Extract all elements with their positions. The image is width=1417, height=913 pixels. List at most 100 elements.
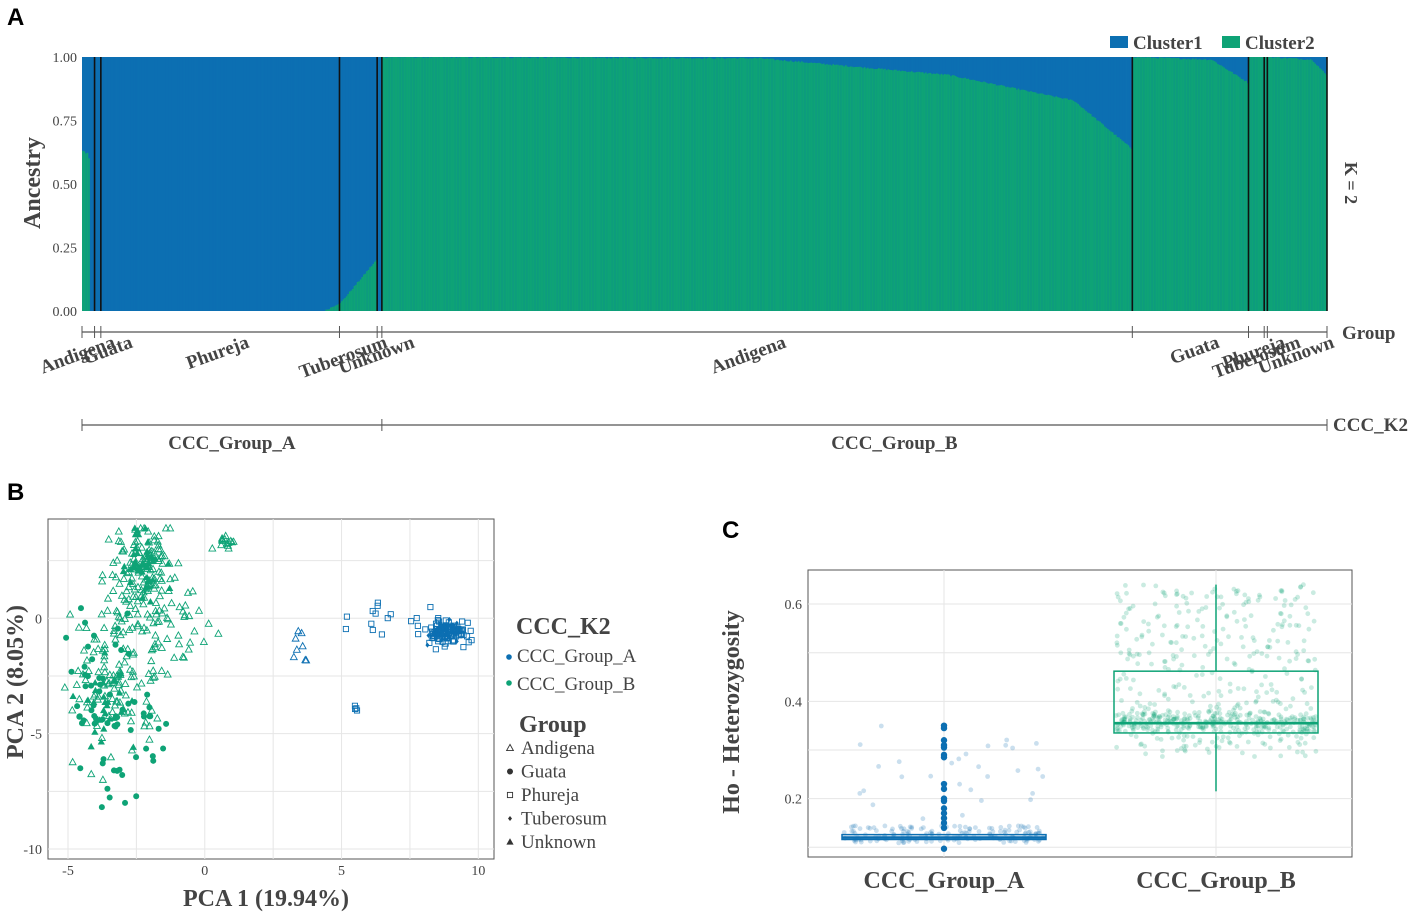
ancestry-bar-cluster2 xyxy=(857,66,860,312)
ho-point xyxy=(1304,701,1310,707)
ho-point xyxy=(1273,596,1278,601)
ancestry-bar-cluster2 xyxy=(568,58,571,311)
ancestry-bar-cluster2 xyxy=(523,57,526,311)
ho-point xyxy=(1228,714,1234,719)
ancestry-bar-cluster2 xyxy=(584,57,587,311)
ancestry-bar-cluster2 xyxy=(1160,57,1163,311)
ancestry-bar-cluster2 xyxy=(582,57,585,311)
pca-point xyxy=(459,626,466,633)
ancestry-bar-cluster2 xyxy=(364,273,367,311)
ho-point xyxy=(998,829,1003,834)
ho-point xyxy=(841,830,847,835)
pca-point xyxy=(132,560,140,567)
ancestry-bar-cluster2 xyxy=(802,62,805,312)
ancestry-bar-cluster2 xyxy=(469,57,472,312)
ho-point xyxy=(1155,724,1161,729)
ho-point xyxy=(874,828,879,834)
pca-point xyxy=(137,543,146,551)
ho-point xyxy=(1275,621,1281,627)
ancestry-bar-cluster2 xyxy=(1235,74,1238,311)
ancestry-bar-cluster2 xyxy=(1290,58,1293,312)
ancestry-bar-cluster1 xyxy=(102,57,105,311)
ancestry-bar-cluster2 xyxy=(989,83,992,311)
ancestry-bar-cluster2 xyxy=(1308,59,1311,311)
ancestry-bar-cluster1 xyxy=(217,57,219,311)
ancestry-bar-cluster2 xyxy=(491,57,494,311)
ho-point xyxy=(1176,734,1181,740)
ancestry-bar-cluster2 xyxy=(1268,57,1271,311)
ho-point xyxy=(1277,738,1283,743)
ho-point xyxy=(1162,659,1167,664)
ho-point xyxy=(1246,712,1252,717)
ho-point xyxy=(1263,724,1268,730)
ho-point xyxy=(1015,768,1021,773)
pca-point xyxy=(387,611,394,618)
pca-point xyxy=(149,547,159,556)
ancestry-bar-cluster2 xyxy=(1257,57,1260,311)
ho-point xyxy=(1261,709,1267,715)
ancestry-bar-cluster2 xyxy=(535,57,538,311)
ho-point xyxy=(1227,681,1233,687)
pca-point xyxy=(146,704,153,711)
ancestry-bar-cluster1 xyxy=(213,57,216,311)
pca-point xyxy=(99,623,109,632)
ho-point xyxy=(857,791,863,796)
ancestry-bar-cluster2 xyxy=(1036,93,1039,311)
ho-point xyxy=(1162,717,1168,723)
pca-point xyxy=(124,610,131,617)
ancestry-bar-cluster2 xyxy=(1212,60,1215,311)
ho-plot-area xyxy=(807,569,1353,858)
ancestry-bar-cluster2 xyxy=(516,57,519,311)
ho-point xyxy=(1292,597,1298,602)
pca-point xyxy=(103,701,111,709)
ho-point xyxy=(1123,610,1129,616)
ho-point xyxy=(1254,689,1259,695)
ancestry-bar-cluster2 xyxy=(925,72,928,311)
ancestry-bar-cluster2 xyxy=(997,85,1000,311)
ancestry-bar-cluster1 xyxy=(231,57,234,311)
ancestry-bar-cluster2 xyxy=(394,57,397,311)
ho-point xyxy=(1290,696,1296,702)
ho-point xyxy=(1137,703,1143,709)
ho-point xyxy=(1156,613,1161,619)
ancestry-bar-cluster2 xyxy=(1196,59,1199,311)
ancestry-bar-cluster2 xyxy=(600,57,603,312)
pca-point xyxy=(68,705,77,714)
ancestry-bar-cluster2 xyxy=(738,58,741,311)
ho-point xyxy=(987,825,992,831)
ancestry-bar-cluster1 xyxy=(264,57,267,311)
ho-boxes xyxy=(841,584,1319,852)
ancestry-bar-cluster2 xyxy=(419,57,422,311)
ho-point xyxy=(1123,583,1128,588)
ho-point xyxy=(1140,715,1145,721)
pca-point xyxy=(449,627,454,633)
ho-point xyxy=(1278,588,1284,594)
ho-point xyxy=(1204,594,1210,599)
ho-point xyxy=(1141,726,1146,732)
ho-point xyxy=(956,840,962,846)
pca-point xyxy=(116,537,126,545)
ancestry-bar-cluster2 xyxy=(1179,59,1182,311)
pca-point xyxy=(162,613,172,621)
ho-point xyxy=(1265,644,1270,650)
ancestry-bar-cluster2 xyxy=(612,57,615,311)
pca-point xyxy=(156,544,165,553)
ho-point xyxy=(1160,589,1166,595)
pca-point xyxy=(106,752,116,761)
pca-point xyxy=(99,760,106,767)
ho-point xyxy=(1115,725,1120,731)
pca-point xyxy=(414,622,421,629)
pca-point xyxy=(74,623,84,631)
ancestry-bar-cluster2 xyxy=(859,66,862,312)
ho-point xyxy=(1278,611,1284,617)
ancestry-bar-cluster1 xyxy=(273,57,276,311)
pca-point xyxy=(89,656,96,663)
ancestry-bar-cluster2 xyxy=(907,71,910,311)
ancestry-bar-cluster1 xyxy=(356,57,359,311)
ho-point xyxy=(1301,714,1307,720)
ancestry-bar-cluster2 xyxy=(1292,58,1295,311)
ho-point xyxy=(1216,688,1222,694)
ancestry-bar-cluster2 xyxy=(688,58,690,312)
ancestry-bar-cluster2 xyxy=(85,153,88,311)
ho-point xyxy=(1253,698,1259,704)
